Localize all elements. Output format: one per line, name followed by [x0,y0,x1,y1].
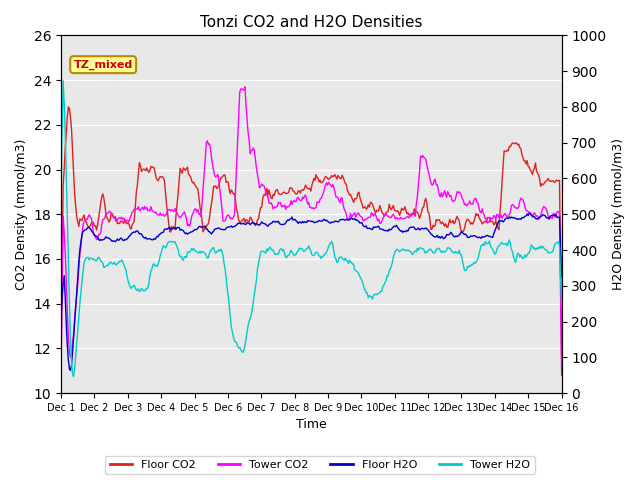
X-axis label: Time: Time [296,419,326,432]
Legend: Floor CO2, Tower CO2, Floor H2O, Tower H2O: Floor CO2, Tower CO2, Floor H2O, Tower H… [105,456,535,474]
Text: TZ_mixed: TZ_mixed [74,60,132,70]
Title: Tonzi CO2 and H2O Densities: Tonzi CO2 and H2O Densities [200,15,422,30]
Y-axis label: CO2 Density (mmol/m3): CO2 Density (mmol/m3) [15,139,28,290]
Y-axis label: H2O Density (mmol/m3): H2O Density (mmol/m3) [612,138,625,290]
